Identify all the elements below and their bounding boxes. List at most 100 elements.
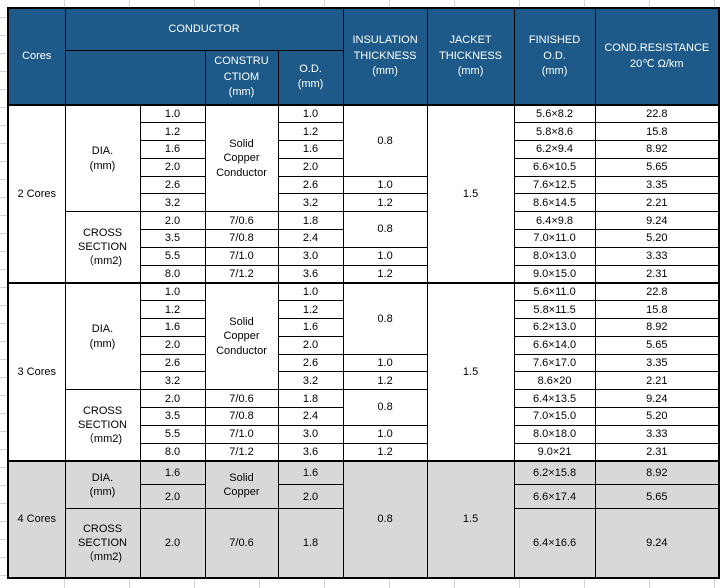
- resistance-cell: 3.33: [594, 424, 720, 444]
- table-row: 5.5 7/1.0 3.0 1.0 8.0×18.0 3.33: [8, 424, 720, 444]
- finished-od-cell: 8.6×14.5: [513, 193, 596, 213]
- conductor-value-cell: 2.0: [139, 335, 206, 355]
- conductor-value-cell: 2.0: [139, 508, 206, 579]
- conductor-od-cell: 1.0: [277, 281, 344, 302]
- table-header: Cores CONDUCTOR INSULATION THICKNESS (mm…: [7, 7, 720, 106]
- insulation-cell: 0.8: [342, 389, 428, 426]
- insulation-cell: 1.0: [342, 246, 428, 266]
- cores-cell: 4 Cores: [7, 459, 66, 579]
- finished-od-cell: 6.2×9.4: [513, 140, 596, 159]
- construction-cell: 7/1.0: [204, 246, 279, 266]
- table-row: 3.2 3.2 1.2 8.6×20 2.21: [8, 371, 720, 391]
- finished-od-cell: 8.0×18.0: [513, 424, 596, 444]
- conductor-od-cell: 1.8: [277, 389, 344, 409]
- insulation-cell: 1.0: [342, 175, 428, 195]
- conductor-value-cell: 1.6: [139, 318, 206, 337]
- conductor-od-cell: 1.8: [277, 508, 344, 579]
- finished-od-cell: 7.0×11.0: [513, 229, 596, 248]
- resistance-cell: 9.24: [594, 211, 720, 231]
- conductor-value-cell: 8.0: [139, 264, 206, 284]
- insulation-cell: 1.2: [342, 193, 428, 213]
- header-od: O.D. (mm): [277, 49, 344, 106]
- construction-cell: 7/0.8: [204, 229, 279, 248]
- resistance-cell: 9.24: [594, 508, 720, 579]
- cores-cell: 2 Cores: [7, 104, 66, 284]
- row-label-cell: DIA. (mm): [64, 104, 141, 213]
- conductor-value-cell: 2.0: [139, 157, 206, 177]
- insulation-cell: 0.8: [342, 211, 428, 248]
- row-label-cell: DIA. (mm): [64, 459, 141, 510]
- conductor-value-cell: 1.0: [139, 104, 206, 124]
- cable-spec-table: Cores CONDUCTOR INSULATION THICKNESS (mm…: [7, 7, 721, 579]
- table-row: 3.2 3.2 1.2 8.6×14.5 2.21: [8, 193, 720, 213]
- table-row: 4 Cores DIA. (mm) 1.6 Solid Copper 1.6 0.8 1.5…: [7, 459, 720, 579]
- finished-od-cell: 6.4×16.6: [513, 508, 596, 579]
- conductor-od-cell: 1.2: [277, 122, 344, 142]
- table-row: 1.2 1.2 5.8×8.6 15.8: [8, 122, 720, 142]
- conductor-value-cell: 3.5: [139, 407, 206, 426]
- table-row: CROSS SECTION （mm2) 2.0 7/0.6 1.8 0.8 6.4×9.8…: [8, 211, 720, 284]
- conductor-value-cell: 2.0: [139, 484, 206, 510]
- conductor-value-cell: 1.0: [139, 281, 206, 302]
- header-conductor-blank: [64, 49, 206, 106]
- conductor-od-cell: 1.0: [277, 104, 344, 124]
- conductor-od-cell: 2.0: [277, 484, 344, 510]
- insulation-cell: 1.2: [342, 442, 428, 462]
- conductor-value-cell: 2.0: [139, 389, 206, 409]
- header-insulation-thickness: INSULATION THICKNESS (mm): [342, 7, 428, 106]
- construction-cell: Solid Copper: [204, 459, 279, 510]
- conductor-value-cell: 2.6: [139, 175, 206, 195]
- conductor-od-cell: 1.6: [277, 140, 344, 159]
- conductor-od-cell: 2.4: [277, 229, 344, 248]
- finished-od-cell: 6.2×15.8: [513, 459, 596, 486]
- conductor-od-cell: 3.2: [277, 371, 344, 391]
- table-row: 2.0 2.0 6.6×10.5 5.65: [8, 157, 720, 177]
- table-row: 2 Cores DIA. (mm) 1.0 Solid Copper Conducto…: [7, 103, 720, 284]
- finished-od-cell: 5.8×11.5: [513, 300, 596, 320]
- header-finished-od: FINISHED O.D. (mm): [513, 7, 596, 106]
- header-conductor: CONDUCTOR: [64, 7, 344, 51]
- insulation-cell: 1.0: [342, 353, 428, 373]
- insulation-cell: 0.8: [342, 103, 428, 177]
- gridline-gutter-left: [0, 0, 7, 588]
- finished-od-cell: 6.4×9.8: [513, 211, 596, 231]
- resistance-cell: 3.35: [594, 175, 720, 195]
- resistance-cell: 2.21: [594, 371, 720, 391]
- construction-cell: 7/1.2: [204, 442, 279, 462]
- jacket-cell: 1.5: [426, 459, 515, 579]
- conductor-od-cell: 3.2: [277, 193, 344, 213]
- row-label-cell: CROSS SECTION （mm2): [64, 508, 141, 579]
- resistance-cell: 5.20: [594, 407, 720, 426]
- gridline-gutter-bottom: [0, 579, 722, 588]
- table-row: 1.2 1.2 5.8×11.5 15.8: [8, 300, 720, 320]
- spec-table-body: 2 Cores DIA. (mm) 1.0 Solid Copper Conducto…: [7, 103, 720, 579]
- table-row: CROSS SECTION （mm2) 2.0 7/0.6 1.8 0.8 6.4×13.…: [8, 389, 720, 462]
- resistance-cell: 5.65: [594, 484, 720, 510]
- finished-od-cell: 5.6×11.0: [513, 281, 596, 302]
- jacket-cell: 1.5: [426, 281, 515, 462]
- finished-od-cell: 6.6×10.5: [513, 157, 596, 177]
- construction-cell: 7/0.8: [204, 407, 279, 426]
- conductor-value-cell: 1.6: [139, 459, 206, 486]
- conductor-value-cell: 5.5: [139, 246, 206, 266]
- table-row: 3.5 7/0.8 2.4 7.0×11.0 5.20: [8, 229, 720, 248]
- conductor-od-cell: 3.0: [277, 246, 344, 266]
- insulation-cell: 1.0: [342, 424, 428, 444]
- finished-od-cell: 7.6×12.5: [513, 175, 596, 195]
- resistance-cell: 5.65: [594, 335, 720, 355]
- conductor-od-cell: 2.6: [277, 175, 344, 195]
- table-row: CROSS SECTION （mm2) 2.0 7/0.6 1.8 6.4×16.6 9.…: [8, 508, 720, 579]
- header-cond-resistance: COND.RESISTANCE 20℃ Ω/km: [594, 7, 720, 106]
- finished-od-cell: 8.6×20: [513, 371, 596, 391]
- construction-cell: 7/0.6: [204, 389, 279, 409]
- resistance-cell: 22.8: [594, 104, 720, 124]
- header-construction: CONSTRU CTIOM (mm): [204, 49, 279, 106]
- conductor-value-cell: 2.0: [139, 211, 206, 231]
- resistance-cell: 2.31: [594, 264, 720, 284]
- conductor-od-cell: 1.6: [277, 459, 344, 486]
- row-label-cell: CROSS SECTION （mm2): [64, 211, 141, 284]
- resistance-cell: 15.8: [594, 300, 720, 320]
- resistance-cell: 3.35: [594, 353, 720, 373]
- conductor-od-cell: 2.0: [277, 157, 344, 177]
